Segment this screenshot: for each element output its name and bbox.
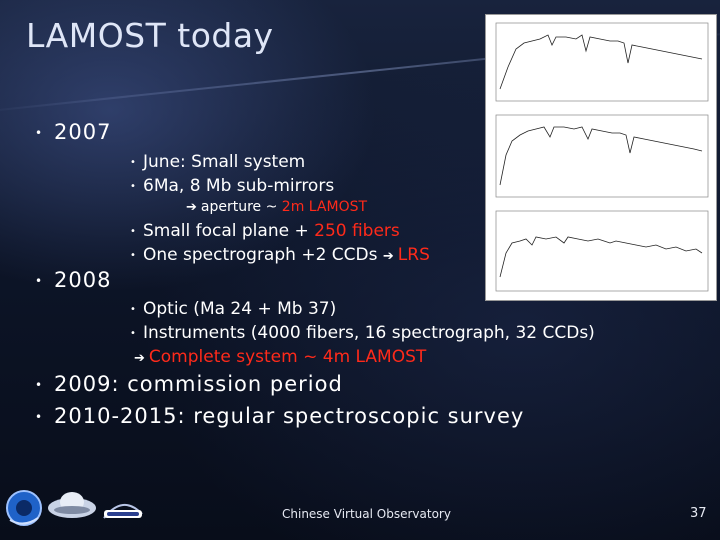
bullet-dot-icon: • [130, 303, 136, 315]
institution-logo-1 [4, 488, 44, 534]
page-number: 37 [690, 506, 707, 521]
sub-bullet-optic: • Optic (Ma 24 + Mb 37) [128, 299, 336, 319]
sub-sub-bullet-aperture: ➔ aperture ~ 2m LAMOST [186, 199, 368, 215]
bullet-dot-icon: • [130, 327, 136, 339]
institution-logo-2 [46, 488, 98, 528]
arrow-right-icon: ➔ [134, 351, 145, 366]
slide-title: LAMOST today [26, 16, 274, 55]
spectra-plots [495, 22, 709, 292]
bullet-2007: • 2007 [32, 120, 111, 144]
sub-bullet-instruments: • Instruments (4000 fibers, 16 spectrogra… [128, 323, 595, 343]
sub-bullet-mirrors: • 6Ma, 8 Mb sub-mirrors [128, 176, 334, 196]
spectrum-panel-1 [495, 22, 709, 102]
spectrum-panel-3 [495, 210, 709, 292]
spectrum-panel-2 [495, 114, 709, 198]
arrow-right-icon: ➔ [186, 200, 197, 215]
sub-bullet-complete-system: ➔ Complete system ~ 4m LAMOST [134, 347, 427, 367]
bullet-2008: • 2008 [32, 268, 111, 292]
bullet-dot-icon: • [34, 274, 44, 288]
bullet-dot-icon: • [130, 180, 136, 192]
sub-bullet-focal-plane: • Small focal plane + 250 fibers [128, 221, 400, 241]
bullet-2009: • 2009: commission period [32, 372, 343, 396]
bullet-dot-icon: • [34, 378, 44, 392]
bullet-2010-2015: • 2010-2015: regular spectroscopic survey [32, 404, 524, 428]
bullet-dot-icon: • [130, 156, 136, 168]
sub-bullet-june: • June: Small system [128, 152, 305, 172]
footer-organization: Chinese Virtual Observatory [282, 507, 451, 521]
bullet-dot-icon: • [34, 126, 44, 140]
sub-bullet-spectrograph: • One spectrograph +2 CCDs ➔ LRS [128, 245, 430, 265]
bullet-dot-icon: • [34, 410, 44, 424]
arrow-right-icon: ➔ [382, 249, 394, 264]
bullet-dot-icon: • [130, 249, 136, 261]
bullet-2007-text: 2007 [54, 120, 112, 144]
bullet-dot-icon: • [130, 225, 136, 237]
spectra-figure [485, 14, 717, 301]
institution-logo-3 [100, 492, 146, 530]
